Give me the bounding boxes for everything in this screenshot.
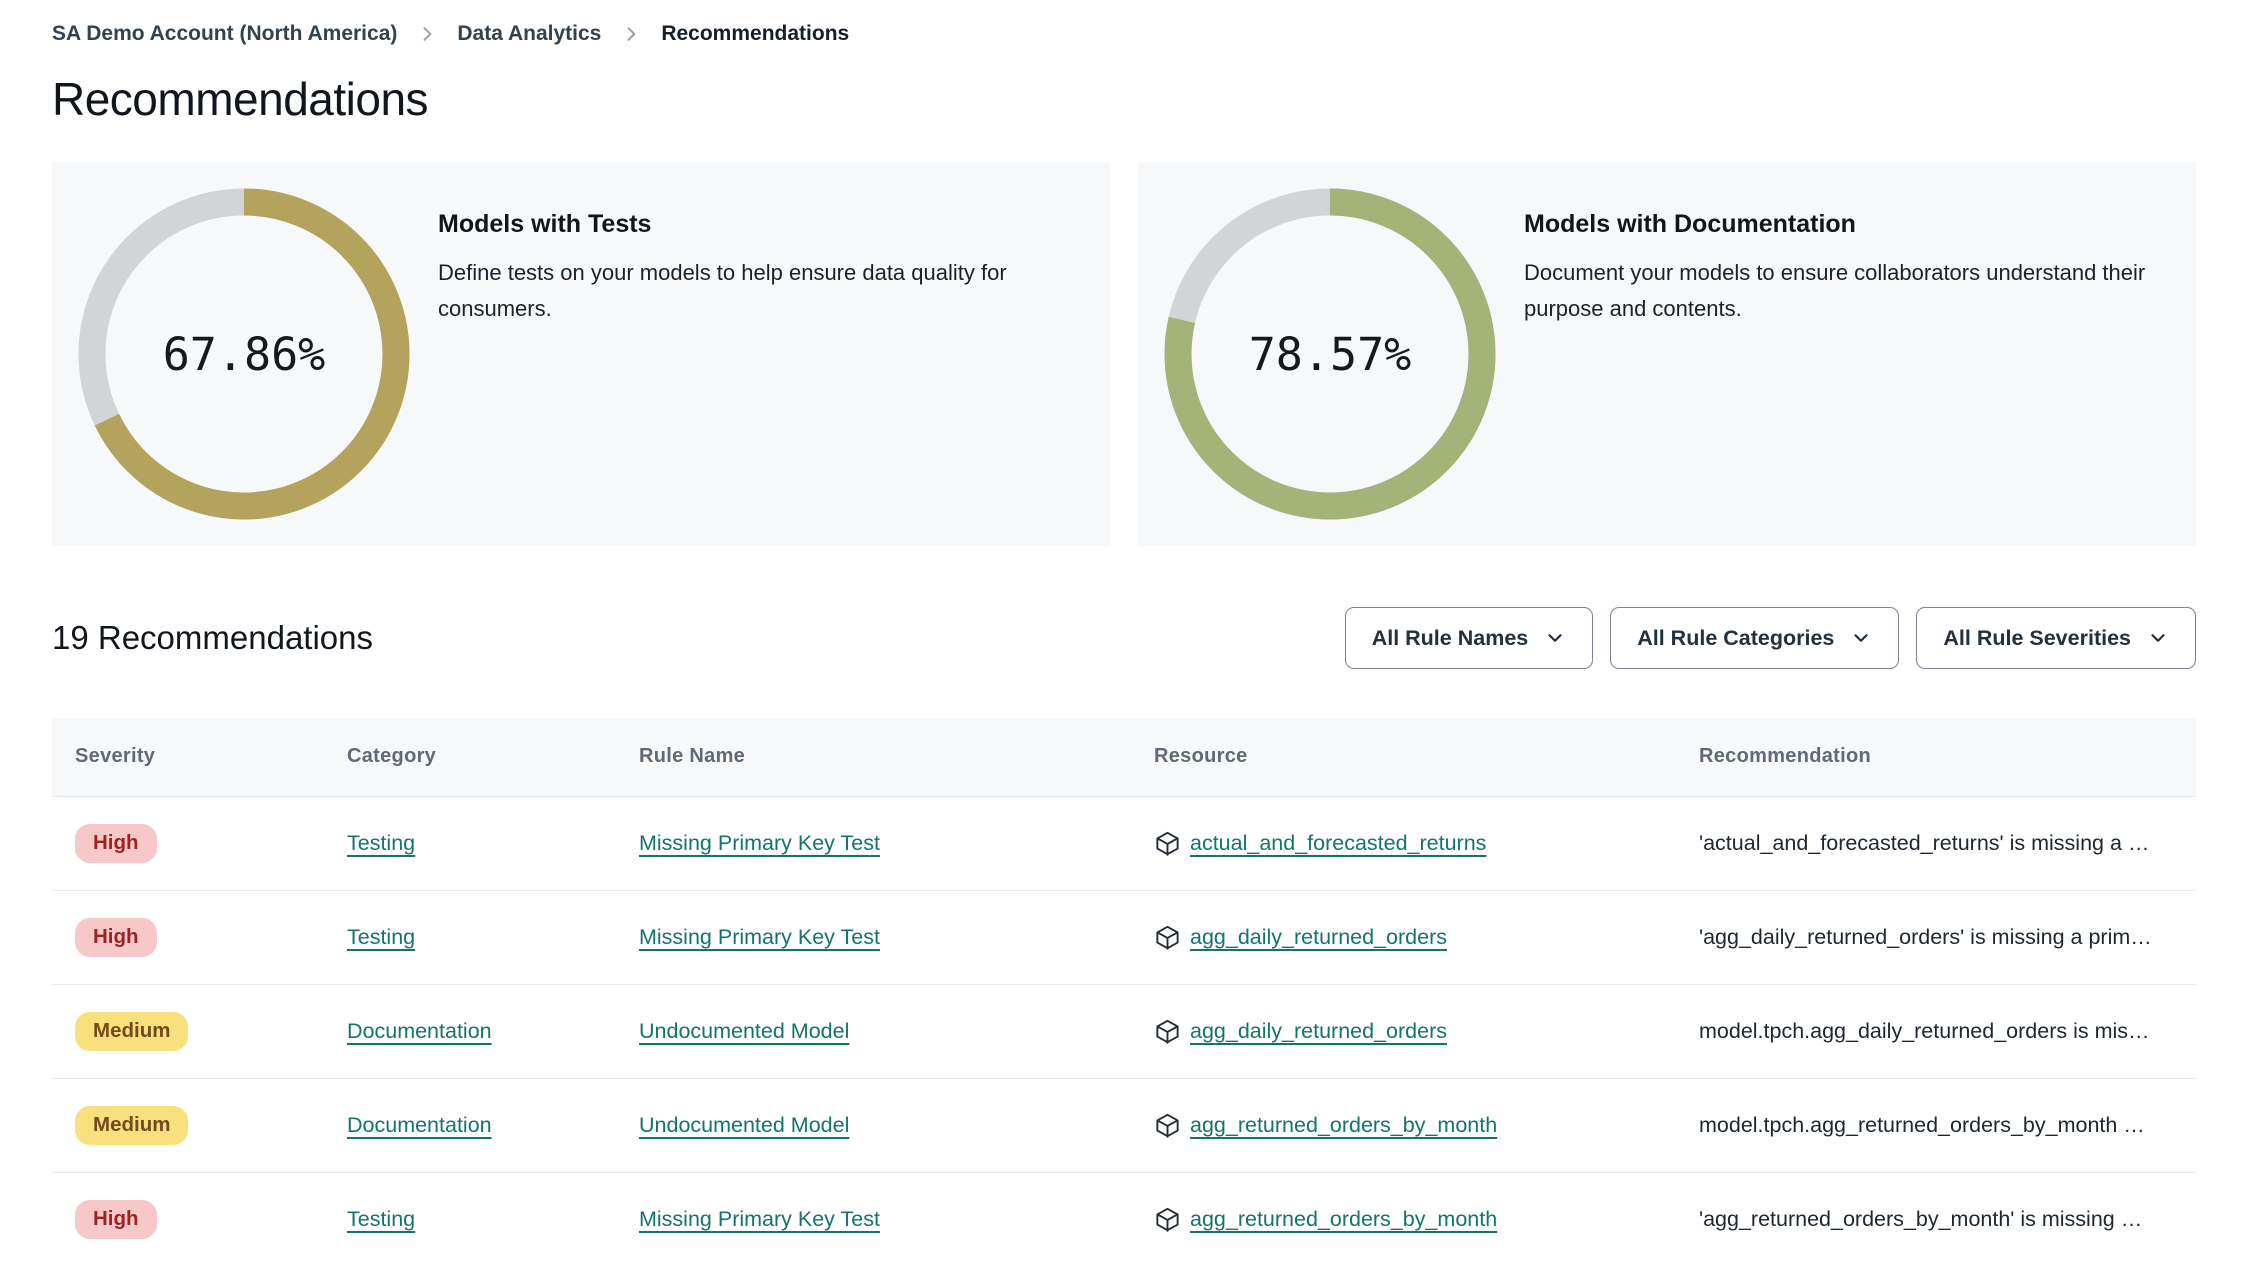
rule-name-link[interactable]: Missing Primary Key Test <box>639 1206 880 1231</box>
table-row: High Testing Missing Primary Key Test ag… <box>52 1171 2196 1266</box>
chevron-down-icon <box>2151 634 2165 643</box>
documentation-card-text: Models with Documentation Document your … <box>1524 210 2149 546</box>
recommendation-text: model.tpch.agg_daily_returned_orders is … <box>1699 1018 2150 1043</box>
tests-card-text: Models with Tests Define tests on your m… <box>438 210 1063 546</box>
resource-link[interactable]: agg_daily_returned_orders <box>1190 924 1447 949</box>
table-row: High Testing Missing Primary Key Test ac… <box>52 795 2196 890</box>
filter-group: All Rule Names All Rule Categories All R… <box>1344 607 2196 670</box>
rule-names-filter-dropdown[interactable]: All Rule Names <box>1344 607 1594 670</box>
rule-name-link[interactable]: Missing Primary Key Test <box>639 924 880 949</box>
column-header-severity: Severity <box>75 745 156 768</box>
tests-donut-chart: 67.86% <box>78 188 410 520</box>
table-header-row: Severity Category Rule Name Resource Rec… <box>52 717 2196 796</box>
model-cube-icon <box>1154 1018 1181 1045</box>
column-header-category: Category <box>347 745 437 768</box>
documentation-percentage: 78.57% <box>1248 327 1412 381</box>
tests-card-description: Define tests on your models to help ensu… <box>438 260 1007 321</box>
breadcrumb-current: Recommendations <box>661 22 850 45</box>
chevron-down-icon <box>1548 634 1562 643</box>
recommendations-count-heading: 19 Recommendations <box>52 619 374 657</box>
category-link[interactable]: Testing <box>347 924 416 949</box>
metric-cards: 67.86% Models with Tests Define tests on… <box>52 162 2196 546</box>
severity-badge: Medium <box>75 1011 189 1051</box>
breadcrumb-project-link[interactable]: Data Analytics <box>457 22 602 45</box>
rule-severities-filter-label: All Rule Severities <box>1943 625 2131 650</box>
rule-names-filter-label: All Rule Names <box>1371 625 1529 650</box>
chevron-right-icon <box>417 24 437 44</box>
model-cube-icon <box>1154 1206 1181 1233</box>
category-link[interactable]: Documentation <box>347 1112 492 1137</box>
recommendations-toolbar: 19 Recommendations All Rule Names All Ru… <box>52 592 2196 685</box>
column-header-rule-name: Rule Name <box>639 745 746 768</box>
tests-card-title: Models with Tests <box>438 210 652 238</box>
card-models-with-tests: 67.86% Models with Tests Define tests on… <box>52 162 1110 546</box>
model-cube-icon <box>1154 1112 1181 1139</box>
model-cube-icon <box>1154 924 1181 951</box>
rule-name-link[interactable]: Missing Primary Key Test <box>639 830 880 855</box>
resource-link[interactable]: agg_returned_orders_by_month <box>1190 1112 1498 1137</box>
severity-badge: High <box>75 823 157 863</box>
rule-severities-filter-dropdown[interactable]: All Rule Severities <box>1916 607 2196 670</box>
documentation-card-description: Document your models to ensure collabora… <box>1524 260 2146 321</box>
resource-link[interactable]: agg_daily_returned_orders <box>1190 1018 1447 1043</box>
recommendations-table: Severity Category Rule Name Resource Rec… <box>52 717 2196 1266</box>
column-header-resource: Resource <box>1154 745 1248 768</box>
severity-badge: High <box>75 917 157 957</box>
recommendation-text: 'actual_and_forecasted_returns' is missi… <box>1699 830 2150 855</box>
category-link[interactable]: Testing <box>347 830 416 855</box>
documentation-card-title: Models with Documentation <box>1524 210 1856 238</box>
chevron-right-icon <box>621 24 641 44</box>
rule-name-link[interactable]: Undocumented Model <box>639 1112 850 1137</box>
category-link[interactable]: Testing <box>347 1206 416 1231</box>
breadcrumb-account-link[interactable]: SA Demo Account (North America) <box>52 22 398 45</box>
recommendation-text: model.tpch.agg_returned_orders_by_month … <box>1699 1112 2145 1137</box>
breadcrumb: SA Demo Account (North America) Data Ana… <box>52 0 2196 46</box>
model-cube-icon <box>1154 830 1181 857</box>
page-title: Recommendations <box>52 73 429 125</box>
documentation-donut-chart: 78.57% <box>1164 188 1496 520</box>
severity-badge: Medium <box>75 1105 189 1145</box>
severity-badge: High <box>75 1199 157 1239</box>
column-header-recommendation: Recommendation <box>1699 745 1872 768</box>
recommendation-text: 'agg_daily_returned_orders' is missing a… <box>1699 924 2152 949</box>
table-row: Medium Documentation Undocumented Model … <box>52 983 2196 1078</box>
rule-name-link[interactable]: Undocumented Model <box>639 1018 850 1043</box>
table-row: High Testing Missing Primary Key Test ag… <box>52 889 2196 984</box>
table-row: Medium Documentation Undocumented Model … <box>52 1077 2196 1172</box>
resource-link[interactable]: actual_and_forecasted_returns <box>1190 830 1487 855</box>
tests-percentage: 67.86% <box>162 327 326 381</box>
rule-categories-filter-dropdown[interactable]: All Rule Categories <box>1610 607 1900 670</box>
chevron-down-icon <box>1854 634 1868 643</box>
recommendation-text: 'agg_returned_orders_by_month' is missin… <box>1699 1206 2143 1231</box>
card-models-with-documentation: 78.57% Models with Documentation Documen… <box>1138 162 2196 546</box>
resource-link[interactable]: agg_returned_orders_by_month <box>1190 1206 1498 1231</box>
rule-categories-filter-label: All Rule Categories <box>1637 625 1835 650</box>
category-link[interactable]: Documentation <box>347 1018 492 1043</box>
